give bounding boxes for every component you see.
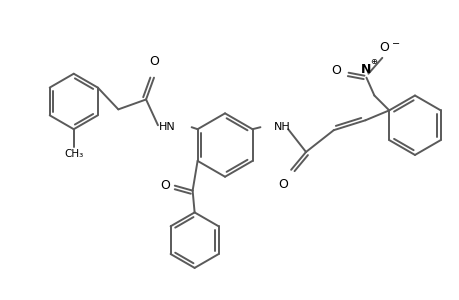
Text: ⊕: ⊕	[369, 57, 376, 66]
Text: HN: HN	[159, 122, 175, 132]
Text: O: O	[379, 41, 388, 54]
Text: CH₃: CH₃	[64, 149, 83, 159]
Text: O: O	[330, 64, 340, 77]
Text: N: N	[360, 63, 371, 76]
Text: NH: NH	[274, 122, 291, 132]
Text: O: O	[278, 178, 287, 191]
Text: O: O	[149, 55, 159, 68]
Text: O: O	[160, 179, 169, 192]
Text: −: −	[392, 39, 399, 49]
